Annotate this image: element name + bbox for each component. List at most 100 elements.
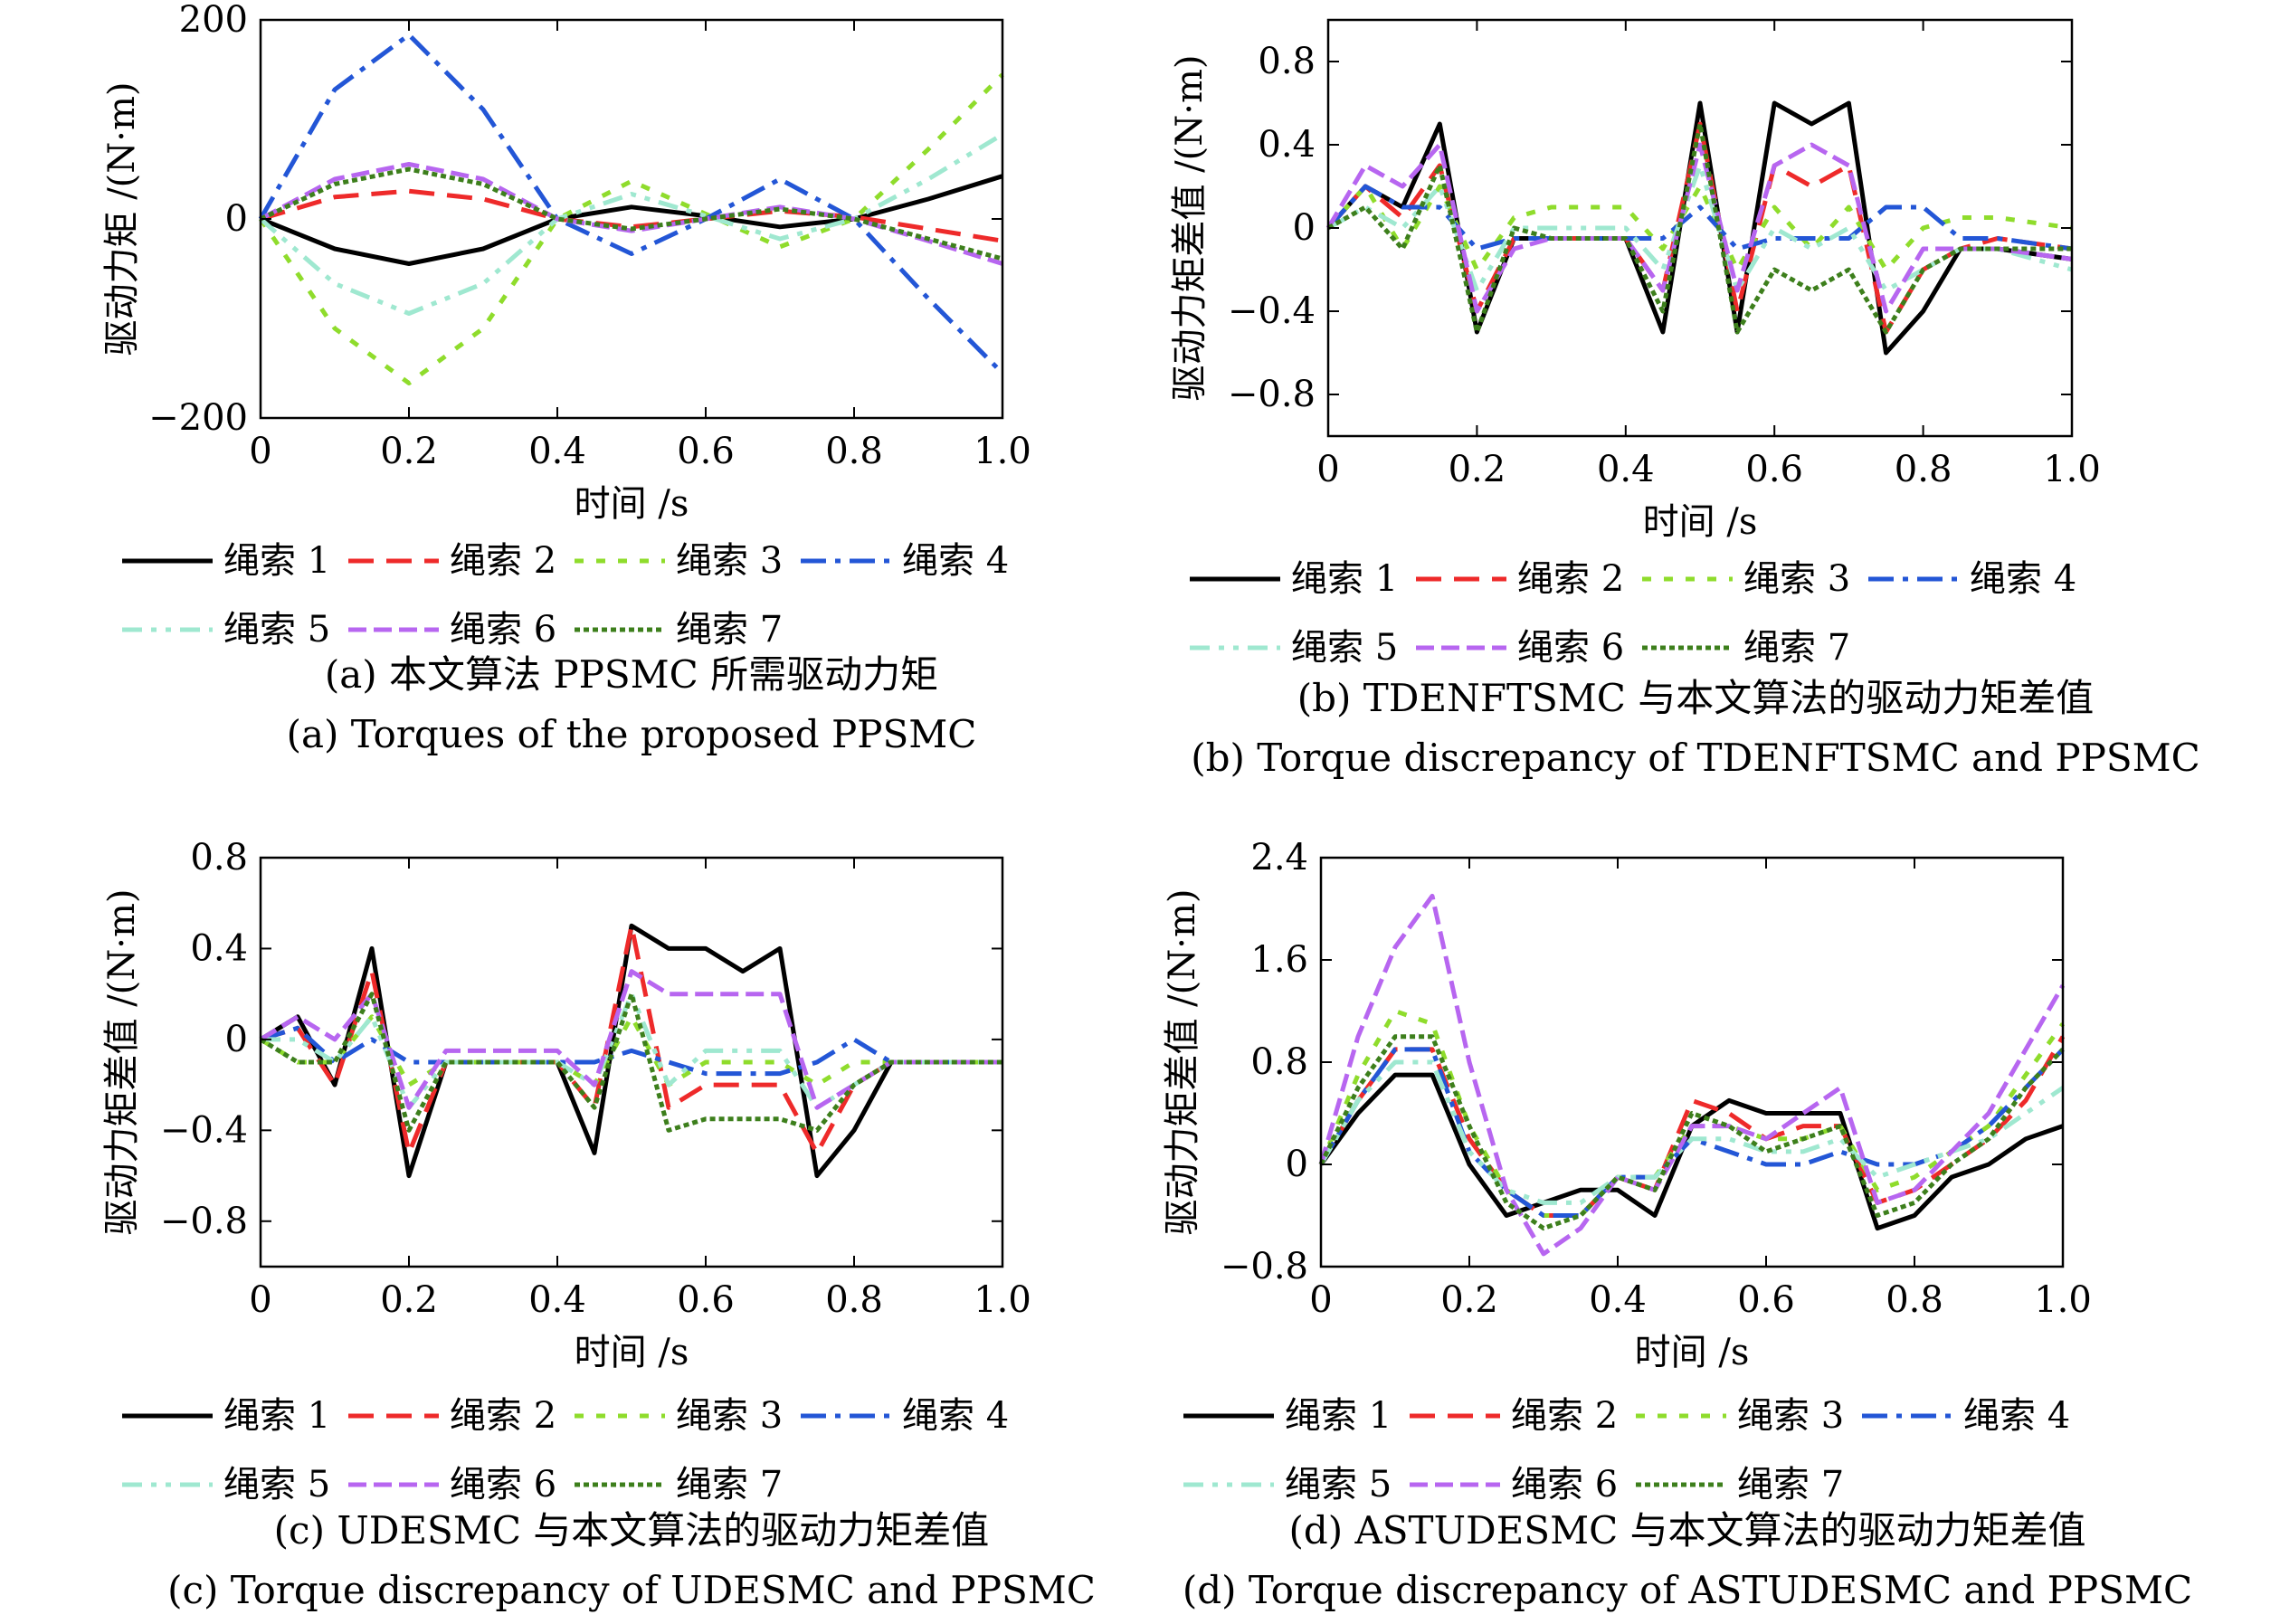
x-tick-label: 1.0 <box>2043 449 2101 490</box>
y-tick-label: 0 <box>225 1019 248 1060</box>
y-tick-label: 0 <box>1293 207 1316 249</box>
chart-panel-3: 0 0.2 0.4 0.6 0.8 1.0 0.8 0.4 0 −0.4 −0.8 时间 /s 驱动力矩… <box>101 837 1096 1612</box>
x-tick-label: 0.6 <box>1745 449 1803 490</box>
y-tick-label: 1.6 <box>1250 939 1308 981</box>
x-axis-label: 时间 /s <box>1643 501 1758 543</box>
series-line-rope-2 <box>260 188 1003 243</box>
legend-label-rope-7: 绳索 7 <box>1737 1464 1844 1505</box>
legend-label-rope-3: 绳索 3 <box>676 540 783 582</box>
legend-label-rope-2: 绳索 2 <box>1511 1395 1618 1437</box>
legend-label-rope-1: 绳索 1 <box>223 1395 330 1437</box>
legend-label-rope-5: 绳索 5 <box>223 609 330 651</box>
x-tick-label: 0.8 <box>1886 1279 1943 1321</box>
series-line-rope-7 <box>259 992 1002 1133</box>
x-tick-label: 0.8 <box>825 431 883 472</box>
caption-english: (a) Torques of the proposed PPSMC <box>287 712 977 756</box>
x-tick-label: 0.6 <box>677 431 735 472</box>
x-tick-label: 1.0 <box>974 1279 1031 1321</box>
legend-label-rope-5: 绳索 5 <box>223 1464 330 1505</box>
x-tick-label: 1.0 <box>974 431 1031 472</box>
y-axis-label: 驱动力矩差值 /(N·m) <box>101 888 143 1235</box>
y-tick-label: 0.4 <box>1258 124 1316 166</box>
x-tick-label: 0.4 <box>528 431 586 472</box>
series-line-rope-1 <box>260 174 1003 266</box>
series-line-rope-6 <box>259 162 1003 266</box>
y-tick-label: 0.8 <box>190 837 248 878</box>
legend-label-rope-6: 绳索 6 <box>450 609 556 651</box>
y-tick-label: −0.8 <box>160 1201 248 1242</box>
legend-label-rope-5: 绳索 5 <box>1291 627 1398 669</box>
series-line-rope-7 <box>1326 121 2072 335</box>
legend-label-rope-5: 绳索 5 <box>1285 1464 1392 1505</box>
x-tick-label: 0 <box>249 1279 271 1321</box>
x-tick-label: 0.8 <box>825 1279 883 1321</box>
series-line-rope-5 <box>1318 1059 2065 1205</box>
legend-label-rope-1: 绳索 1 <box>1291 558 1398 600</box>
y-tick-label: −0.8 <box>1228 374 1316 415</box>
x-tick-label: 0.4 <box>1597 449 1655 490</box>
series-line-rope-4 <box>260 1025 1002 1077</box>
legend-label-rope-7: 绳索 7 <box>1743 627 1850 669</box>
caption-chinese: (d) ASTUDESMC 与本文算法的驱动力矩差值 <box>1288 1508 2085 1553</box>
series-line-rope-6 <box>1318 893 2066 1257</box>
legend-label-rope-2: 绳索 2 <box>450 1395 556 1437</box>
series-line-rope-6 <box>259 969 1002 1110</box>
chart-panel-4: 0 0.2 0.4 0.6 0.8 1.02.41.60.80−0.8时间 /s驱动力矩差… <box>1162 837 2192 1612</box>
series-line-rope-1 <box>1326 100 2073 356</box>
legend-label-rope-4: 绳索 4 <box>1970 558 2076 600</box>
x-tick-label: 0.4 <box>1589 1279 1647 1321</box>
x-tick-label: 0 <box>1316 449 1339 490</box>
legend-label-rope-6: 绳索 6 <box>450 1464 556 1505</box>
x-tick-label: 0.8 <box>1895 449 1952 490</box>
caption-chinese: (a) 本文算法 PPSMC 所需驱动力矩 <box>325 652 938 697</box>
series-line-rope-2 <box>1326 121 2073 335</box>
y-axis-label: 驱动力矩差值 /(N·m) <box>1169 54 1211 401</box>
caption-english: (d) Torque discrepancy of ASTUDESMC and … <box>1183 1568 2192 1612</box>
x-axis-label: 时间 /s <box>1635 1332 1750 1373</box>
x-tick-label: 0.2 <box>1440 1279 1498 1321</box>
legend-label-rope-7: 绳索 7 <box>676 609 783 651</box>
series-line-rope-3 <box>1326 184 2073 272</box>
y-tick-label: −0.8 <box>1221 1246 1308 1287</box>
x-tick-label: 0.4 <box>528 1279 586 1321</box>
y-axis-label: 驱动力矩 /(N·m) <box>101 81 143 356</box>
series-line-rope-7 <box>259 166 1003 261</box>
x-tick-label: 0.2 <box>380 431 438 472</box>
legend-label-rope-4: 绳索 4 <box>1963 1395 2070 1437</box>
legend-label-rope-1: 绳索 1 <box>223 540 330 582</box>
legend-label-rope-6: 绳索 6 <box>1517 627 1624 669</box>
y-tick-label: 200 <box>179 0 248 41</box>
y-tick-label: 0 <box>225 198 248 240</box>
x-tick-label: 0 <box>1309 1279 1332 1321</box>
legend-label-rope-3: 绳索 3 <box>676 1395 783 1437</box>
x-tick-label: 0 <box>249 431 271 472</box>
series-line-rope-3 <box>258 72 1004 385</box>
legend-label-rope-3: 绳索 3 <box>1737 1395 1844 1437</box>
legend-label-rope-2: 绳索 2 <box>1517 558 1624 600</box>
y-tick-label: 0.4 <box>190 927 248 969</box>
x-tick-label: 0.2 <box>380 1279 438 1321</box>
y-tick-label: 0.8 <box>1258 41 1316 82</box>
y-tick-label: 2.4 <box>1250 837 1308 878</box>
x-axis-label: 时间 /s <box>575 483 689 525</box>
legend-label-rope-2: 绳索 2 <box>450 540 556 582</box>
legend-label-rope-6: 绳索 6 <box>1511 1464 1618 1505</box>
y-axis-label: 驱动力矩差值 /(N·m) <box>1162 888 1203 1235</box>
series-line-rope-1 <box>259 923 1002 1179</box>
series-line-rope-5 <box>259 132 1004 316</box>
x-tick-label: 0.6 <box>677 1279 735 1321</box>
x-axis-label: 时间 /s <box>575 1332 689 1373</box>
x-tick-label: 0.6 <box>1737 1279 1795 1321</box>
caption-english: (c) Torque discrepancy of UDESMC and PPS… <box>167 1568 1096 1612</box>
caption-chinese: (c) UDESMC 与本文算法的驱动力矩差值 <box>274 1508 990 1553</box>
legend-label-rope-1: 绳索 1 <box>1285 1395 1392 1437</box>
series-line-rope-3 <box>1318 1009 2066 1218</box>
chart-panel-2: 0 0.2 0.4 0.6 0.8 1.0 0.8 0.4 0 −0.4 −0.8 时间 /s 驱动力矩… <box>1169 18 2200 780</box>
plot-frame <box>1326 18 2074 438</box>
series-line-rope-3 <box>259 1014 1002 1087</box>
series-line-rope-7 <box>1318 1034 2065 1231</box>
legend-label-rope-3: 绳索 3 <box>1743 558 1850 600</box>
caption-chinese: (b) TDENFTSMC 与本文算法的驱动力矩差值 <box>1297 676 2095 720</box>
series-line-rope-6 <box>1325 142 2073 314</box>
